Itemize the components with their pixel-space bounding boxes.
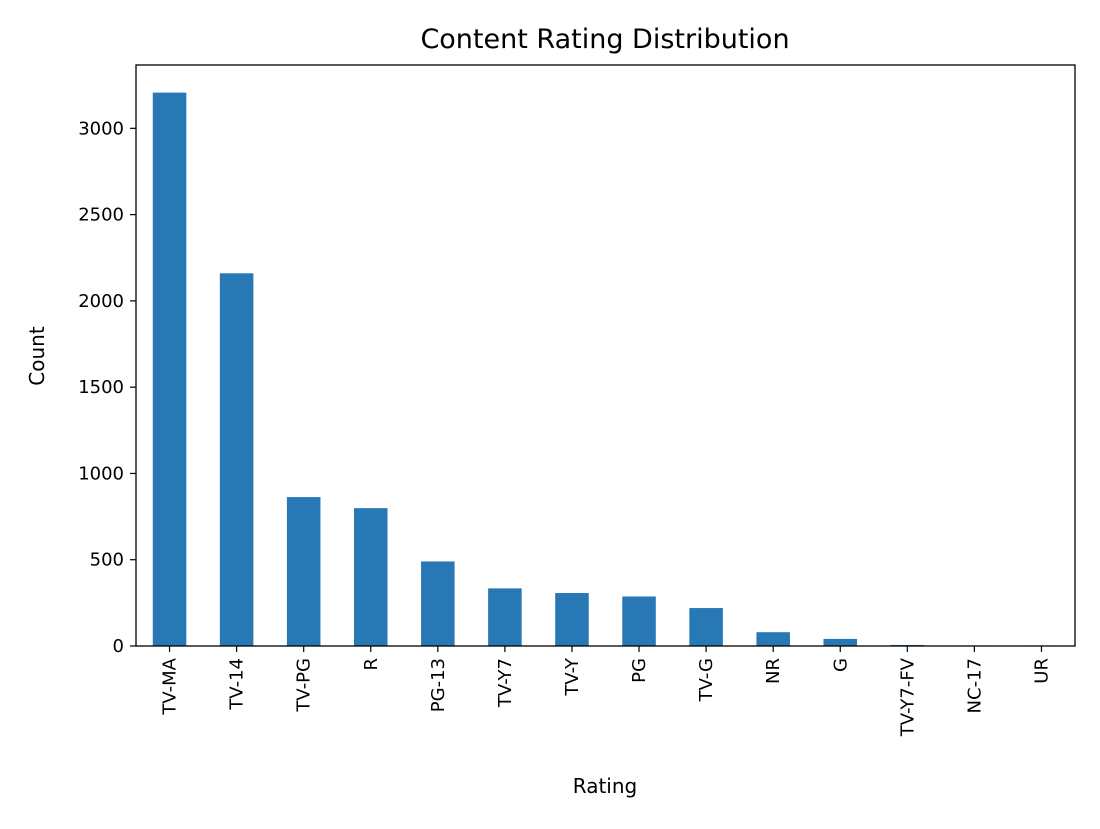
- bars-layer: [152, 92, 1059, 647]
- x-tick-label: TV-Y: [562, 657, 583, 697]
- x-tick-label: G: [830, 658, 851, 672]
- chart-title: Content Rating Distribution: [420, 24, 789, 55]
- y-tick-label: 3000: [78, 118, 124, 139]
- x-tick-label: PG: [629, 658, 650, 683]
- y-axis: 0 500 1000 1500 2000 2500 3000: [78, 118, 136, 657]
- bar-tv-y7: [488, 588, 522, 646]
- bar-tv-y: [555, 593, 589, 646]
- x-tick-label: NC-17: [964, 658, 985, 713]
- y-tick-label: 1500: [78, 377, 124, 398]
- y-tick-label: 2500: [78, 205, 124, 226]
- x-tick-label: TV-MA: [160, 657, 181, 715]
- x-axis-label: Rating: [573, 774, 637, 798]
- y-axis-label: Count: [25, 326, 49, 386]
- x-tick-label: TV-PG: [294, 658, 315, 713]
- x-tick-label: TV-14: [227, 658, 248, 711]
- bar-tv-g: [689, 608, 723, 646]
- x-tick-label: TV-Y7-FV: [897, 657, 918, 737]
- x-tick-label: TV-G: [696, 658, 717, 702]
- x-tick-label: PG-13: [428, 658, 449, 712]
- bar-tv-pg: [286, 497, 321, 646]
- x-tick-label: TV-Y7: [495, 658, 516, 708]
- bar-pg-13: [421, 561, 455, 646]
- y-tick-label: 2000: [78, 291, 124, 312]
- bar-tv-ma: [152, 92, 187, 647]
- x-tick-label: R: [361, 658, 382, 671]
- bar-pg: [622, 596, 656, 646]
- y-tick-label: 500: [90, 550, 124, 571]
- bar-nr: [756, 632, 790, 646]
- x-tick-label: NR: [763, 658, 784, 684]
- x-tick-label: UR: [1031, 658, 1052, 684]
- plot-frame: [135, 64, 1076, 647]
- y-tick-label: 0: [113, 636, 124, 657]
- bar-g: [823, 638, 858, 646]
- bar-tv-14: [219, 273, 254, 646]
- bar-r: [353, 508, 388, 646]
- y-tick-label: 1000: [78, 463, 124, 484]
- x-axis: TV-MA TV-14 TV-PG R PG-13 TV-Y7 TV-Y PG TV-G NR G T…: [160, 646, 1052, 737]
